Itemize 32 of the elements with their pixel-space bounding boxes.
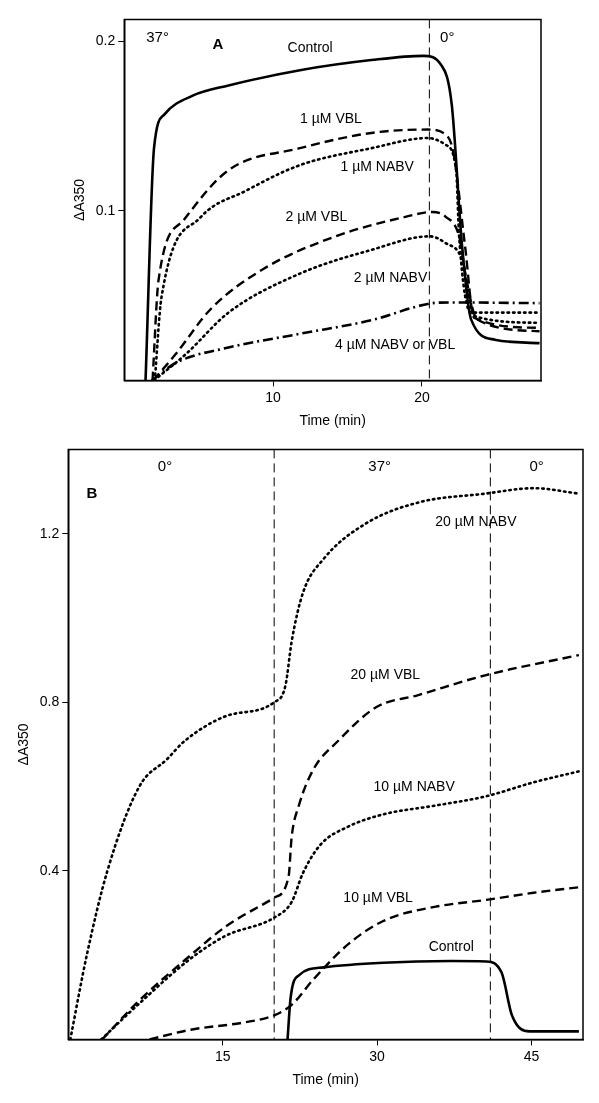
annotation: A [212, 34, 224, 52]
series-label: 1 µM VBL [300, 110, 363, 127]
x-tick-label: 30 [369, 1047, 386, 1064]
y-tick-label: 1.2 [39, 524, 60, 541]
series-label: 20 µM VBL [350, 666, 421, 683]
series-label: Control [287, 39, 333, 56]
series-label: 10 µM NABV [373, 778, 456, 795]
y-tick-label: 0.8 [39, 693, 60, 710]
series-label: Control [428, 938, 474, 955]
x-axis-title: Time (min) [299, 412, 366, 429]
x-axis-title: Time (min) [292, 1071, 359, 1088]
series-label: 4 µM NABV or VBL [335, 335, 456, 352]
y-axis-title: ΔA350 [15, 723, 32, 766]
annotation: 0° [157, 457, 173, 475]
series-label: 10 µM VBL [343, 888, 414, 905]
y-tick-label: 0.1 [95, 201, 116, 218]
y-tick-label: 0.2 [95, 32, 116, 49]
y-axis-title: ΔA350 [71, 178, 88, 221]
y-tick-label: 0.4 [39, 861, 60, 878]
series-label: 2 µM NABV [353, 269, 428, 286]
x-tick-label: 45 [523, 1047, 540, 1064]
x-tick-label: 15 [214, 1047, 231, 1064]
annotation: B [86, 483, 98, 501]
x-tick-label: 20 [414, 388, 430, 405]
annotation: 0° [529, 457, 544, 475]
annotation: 37° [368, 457, 392, 475]
series-label: 20 µM NABV [435, 513, 518, 530]
series-label: 2 µM VBL [285, 207, 348, 224]
x-tick-label: 10 [265, 388, 282, 405]
series-label: 1 µM NABV [340, 157, 415, 174]
annotation: 37° [146, 27, 169, 45]
annotation: 0° [440, 27, 455, 45]
